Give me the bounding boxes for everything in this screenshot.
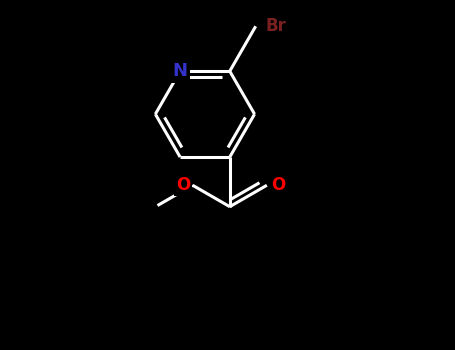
Text: N: N bbox=[172, 62, 187, 80]
Text: O: O bbox=[176, 176, 190, 194]
Text: Br: Br bbox=[266, 17, 287, 35]
Text: O: O bbox=[271, 176, 286, 194]
